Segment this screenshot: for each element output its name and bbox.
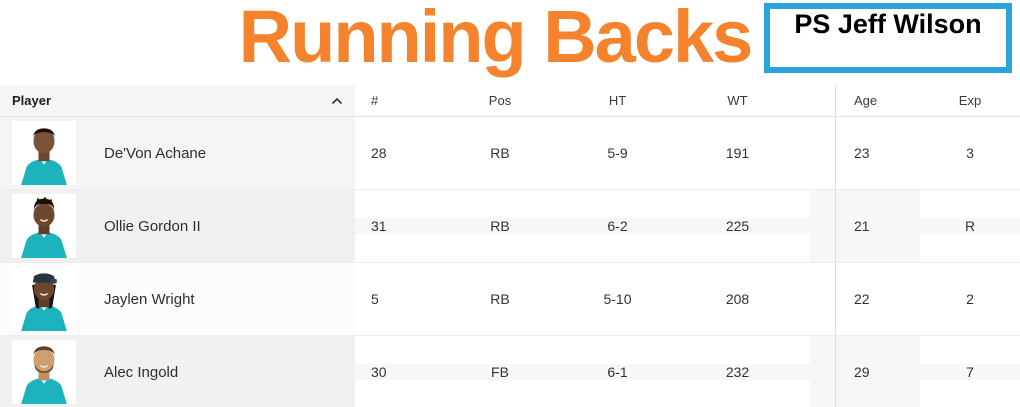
ollie-gordon-headshot[interactable]	[12, 194, 76, 258]
age-cell: 23	[835, 117, 920, 189]
sort-ascending-icon[interactable]	[331, 97, 343, 105]
age-cell: 29	[835, 336, 920, 407]
pos-cell: RB	[490, 145, 510, 161]
player-cell[interactable]: De'Von Achane	[0, 117, 355, 189]
wt-cell: 232	[665, 364, 810, 380]
column-header-player[interactable]: Player	[0, 85, 355, 116]
table-row[interactable]: Alec Ingold 30 FB 6-1 232 29 7	[0, 336, 1020, 407]
player-column-label: Player	[12, 93, 52, 108]
player-cell[interactable]: Alec Ingold	[0, 336, 355, 407]
age-cell: 21	[835, 190, 920, 262]
wt-cell: 208	[725, 291, 750, 307]
ht-cell: 6-2	[570, 218, 665, 234]
column-header-exp[interactable]: Exp	[958, 93, 982, 108]
wt-cell: 225	[665, 218, 810, 234]
pos-cell: RB	[490, 291, 510, 307]
devon-achane-headshot[interactable]	[12, 121, 76, 185]
row-spacer	[810, 190, 835, 262]
player-cell[interactable]: Ollie Gordon II	[0, 190, 355, 262]
ht-cell: 5-10	[603, 291, 632, 307]
player-name[interactable]: Jaylen Wright	[104, 290, 195, 308]
exp-cell: R	[920, 218, 1020, 234]
column-header-age[interactable]: Age	[835, 85, 920, 116]
roster-table: Player # Pos HT WT Age Exp	[0, 85, 1020, 407]
pos-cell: RB	[430, 218, 570, 234]
table-header-row: Player # Pos HT WT Age Exp	[0, 85, 1020, 117]
ht-cell: 6-1	[570, 364, 665, 380]
column-header-ht[interactable]: HT	[608, 93, 627, 108]
alec-ingold-headshot[interactable]	[12, 340, 76, 404]
column-header-number[interactable]: #	[371, 93, 379, 108]
number-cell: 5	[371, 291, 379, 307]
player-cell[interactable]: Jaylen Wright	[0, 263, 355, 335]
exp-cell: 2	[966, 291, 974, 307]
row-spacer	[810, 336, 835, 407]
age-cell: 22	[835, 263, 920, 335]
table-row[interactable]: Jaylen Wright 5 RB 5-10 208 22 2	[0, 263, 1020, 336]
row-spacer	[810, 117, 835, 189]
page-title: Running Backs	[238, 0, 754, 78]
row-spacer	[810, 263, 835, 335]
table-row[interactable]: Ollie Gordon II 31 RB 6-2 225 21 R	[0, 190, 1020, 263]
wt-cell: 191	[725, 145, 750, 161]
player-name[interactable]: Ollie Gordon II	[104, 217, 201, 235]
exp-cell: 3	[966, 145, 974, 161]
exp-cell: 7	[920, 364, 1020, 380]
annotation-box: PS Jeff Wilson	[764, 3, 1012, 73]
header-spacer	[810, 85, 835, 116]
jaylen-wright-headshot[interactable]	[12, 267, 76, 331]
ht-cell: 5-9	[607, 145, 628, 161]
table-row[interactable]: De'Von Achane 28 RB 5-9 191 23 3	[0, 117, 1020, 190]
number-cell: 31	[355, 218, 430, 234]
title-band: Running Backs PS Jeff Wilson	[0, 0, 1020, 85]
number-cell: 30	[355, 364, 430, 380]
annotation-text: PS Jeff Wilson	[794, 9, 982, 39]
column-header-wt[interactable]: WT	[727, 93, 748, 108]
column-header-pos[interactable]: Pos	[488, 93, 512, 108]
player-name[interactable]: Alec Ingold	[104, 363, 179, 381]
number-cell: 28	[371, 145, 387, 161]
player-name[interactable]: De'Von Achane	[104, 144, 207, 162]
pos-cell: FB	[430, 364, 570, 380]
